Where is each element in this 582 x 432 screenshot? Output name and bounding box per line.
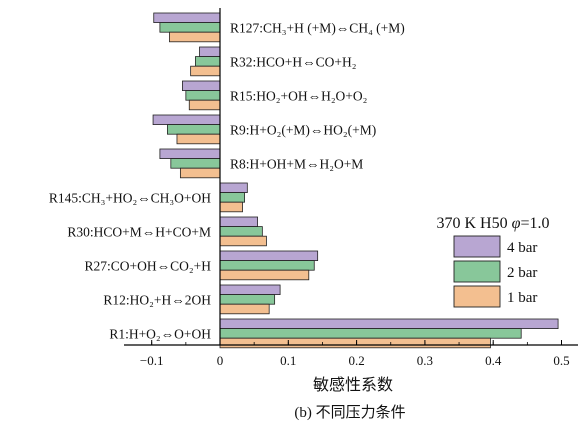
bar-8-4-bar: [219, 250, 319, 262]
bar-8-1-bar: [219, 269, 310, 281]
x-tick-label: 0.1: [280, 353, 296, 368]
bar-7-1-bar: [219, 235, 267, 247]
bar-10-2-bar: [219, 328, 522, 339]
bar-8-2-bar: [219, 260, 315, 271]
x-tick-label: 0.4: [485, 353, 502, 368]
x-tick-label: 0: [217, 353, 224, 368]
reaction-label: R9:H+O₂(+M)⇔HO₂(+M): [230, 122, 376, 137]
bar-6-1-bar: [219, 201, 243, 213]
legend-swatch-4-bar: [453, 235, 501, 258]
reaction-label: R32:HCO+H⇔CO+H₂: [230, 54, 356, 69]
bars-layer: [152, 12, 559, 349]
bar-7-2-bar: [219, 226, 263, 237]
bar-4-4-bar: [152, 114, 221, 126]
reaction-label: R145:CH₃+HO₂⇔CH₃O+OH: [49, 190, 211, 205]
legend-swatch-1-bar: [453, 285, 501, 308]
x-tick-label: 0.2: [348, 353, 364, 368]
bar-9-1-bar: [219, 303, 270, 315]
bar-5-2-bar: [170, 158, 221, 169]
legend-label: 2 bar: [507, 265, 537, 281]
reaction-label: R27:CO+OH⇔CO₂+H: [85, 258, 212, 273]
bar-2-4-bar: [199, 46, 221, 58]
bar-6-4-bar: [219, 182, 248, 194]
bar-1-4-bar: [153, 12, 221, 24]
bar-3-2-bar: [185, 90, 221, 101]
bar-10-4-bar: [219, 318, 559, 330]
bar-9-2-bar: [219, 294, 276, 305]
bar-6-2-bar: [219, 192, 245, 203]
legend-label: 1 bar: [507, 290, 537, 306]
bar-3-4-bar: [182, 80, 221, 92]
reaction-label: R30:HCO+M⇔H+CO+M: [67, 224, 211, 239]
bar-7-4-bar: [219, 216, 258, 228]
reaction-label: R15:HO₂+OH⇔H₂O+O₂: [230, 88, 367, 103]
bar-10-1-bar: [219, 337, 491, 349]
bar-4-1-bar: [176, 133, 221, 145]
reaction-label: R1:H+O₂⇔O+OH: [109, 326, 211, 341]
legend-label: 4 bar: [507, 240, 537, 256]
x-axis-title: 敏感性系数: [313, 375, 393, 394]
bar-2-2-bar: [195, 56, 221, 67]
bar-3-1-bar: [188, 99, 221, 111]
legend-swatch-2-bar: [453, 260, 501, 283]
reaction-label: R127:CH₃+H (+M)⇔CH₄ (+M): [230, 20, 405, 35]
x-tick-label: 0.3: [417, 353, 433, 368]
bar-4-2-bar: [167, 124, 221, 135]
legend-title: 370 K H50 φ=1.0: [437, 215, 550, 232]
reaction-labels: R127:CH₃+H (+M)⇔CH₄ (+M) R32:HCO+H⇔CO+H₂ R…: [49, 20, 405, 341]
bar-5-4-bar: [159, 148, 221, 160]
bar-1-1-bar: [169, 31, 221, 43]
bar-9-4-bar: [219, 284, 281, 296]
bar-5-1-bar: [179, 167, 221, 179]
figure-caption: (b) 不同压力条件: [294, 404, 405, 421]
bar-1-2-bar: [159, 22, 221, 33]
x-tick-label: 0.5: [553, 353, 569, 368]
legend: 370 K H50 φ=1.0 4 bar 2 bar 1 bar: [437, 215, 550, 308]
x-tick-label: −0.1: [140, 353, 164, 368]
bar-2-1-bar: [190, 65, 221, 77]
reaction-label: R12:HO₂+H⇔2OH: [103, 292, 211, 307]
reaction-label: R8:H+OH+M⇔H₂O+M: [230, 156, 363, 171]
x-ticks: −0.1 0 0.1 0.2 0.3 0.4 0.5: [140, 340, 570, 368]
